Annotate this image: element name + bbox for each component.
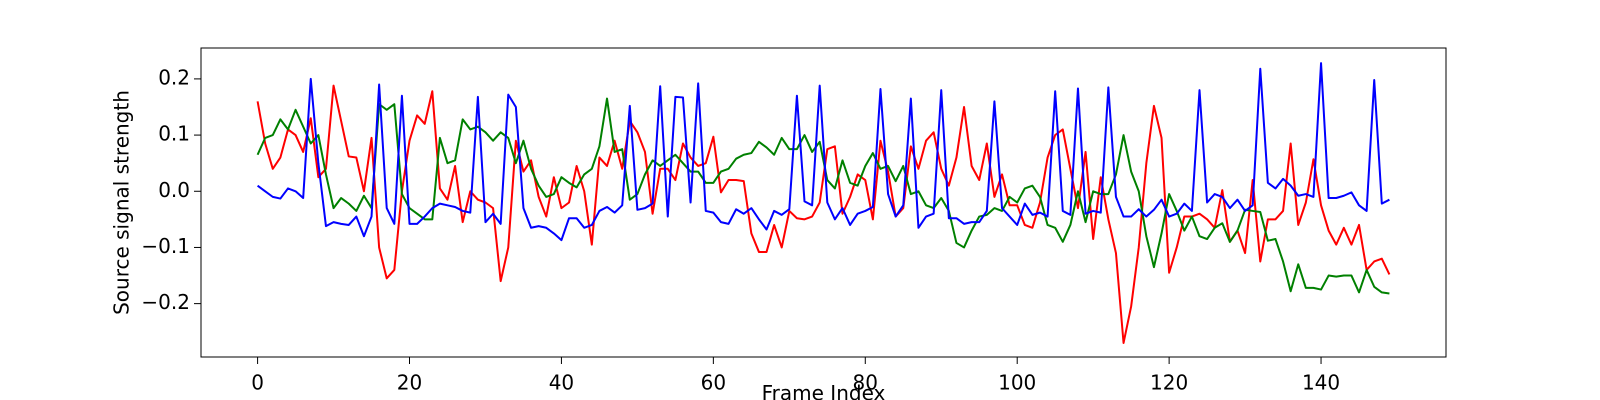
x-tick-label: 120 bbox=[1150, 371, 1188, 395]
x-tick-label: 80 bbox=[853, 371, 878, 395]
y-tick-label: −0.2 bbox=[141, 290, 190, 314]
x-axis-label: Frame Index bbox=[762, 381, 886, 400]
y-axis-label: Source signal strength bbox=[110, 90, 134, 315]
x-tick-label: 0 bbox=[251, 371, 264, 395]
x-tick-label: 40 bbox=[549, 371, 574, 395]
y-tick-label: 0.2 bbox=[158, 65, 190, 89]
y-tick-label: 0.0 bbox=[158, 178, 190, 202]
y-tick-label: 0.1 bbox=[158, 122, 190, 146]
x-tick-label: 100 bbox=[998, 371, 1036, 395]
plot-frame bbox=[200, 47, 1447, 358]
x-tick-label: 20 bbox=[397, 371, 422, 395]
x-tick-label: 140 bbox=[1302, 371, 1340, 395]
series-line bbox=[256, 97, 1390, 295]
series-line bbox=[256, 62, 1390, 242]
series-line bbox=[256, 84, 1391, 344]
x-tick-label: 60 bbox=[701, 371, 726, 395]
y-tick-label: −0.1 bbox=[141, 234, 190, 258]
